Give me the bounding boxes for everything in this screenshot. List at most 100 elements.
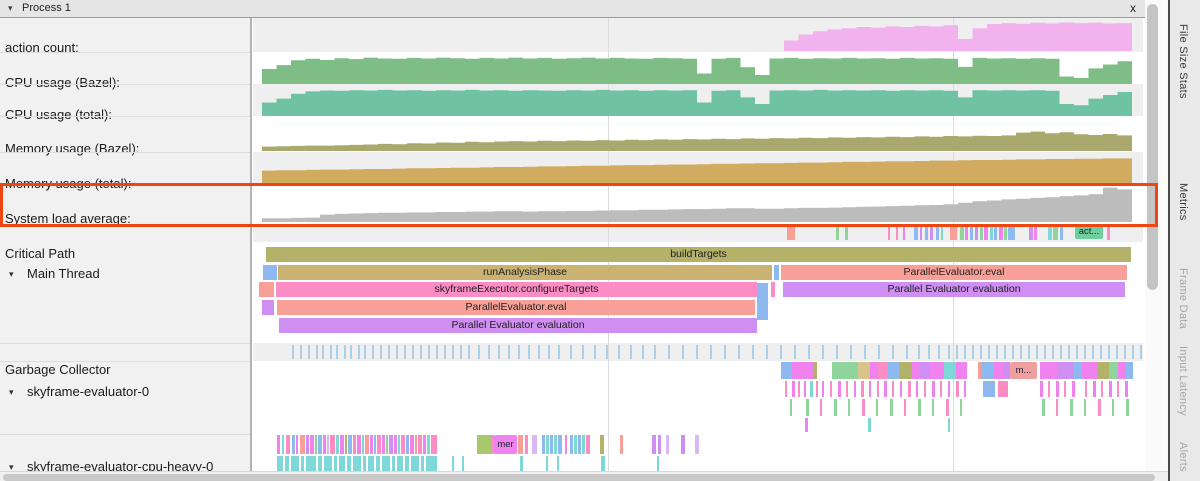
label-skyframe-evaluator-0[interactable]: skyframe-evaluator-0 <box>27 384 150 399</box>
cpu-heavy-event[interactable] <box>370 435 373 454</box>
cpu-heavy-event[interactable] <box>657 456 659 471</box>
gc-event[interactable] <box>372 345 374 359</box>
collapse-arrow-icon[interactable]: ▾ <box>9 462 14 472</box>
sf0-event[interactable] <box>1040 381 1043 397</box>
sf0-event[interactable] <box>813 362 817 379</box>
gc-event[interactable] <box>396 345 398 359</box>
critical-path-event[interactable] <box>845 226 848 240</box>
gc-event[interactable] <box>766 345 768 359</box>
gc-event[interactable] <box>316 345 318 359</box>
sf0-event[interactable] <box>877 381 879 397</box>
critical-path-event[interactable] <box>914 226 918 240</box>
cpu-heavy-event[interactable] <box>277 435 280 454</box>
sf0-event[interactable] <box>806 399 809 416</box>
collapse-arrow-icon[interactable]: ▾ <box>9 269 14 279</box>
cpu-heavy-event[interactable] <box>406 435 409 454</box>
gc-event[interactable] <box>606 345 608 359</box>
sf0-event[interactable] <box>781 362 792 379</box>
sf0-event[interactable] <box>920 362 930 379</box>
trace-span[interactable] <box>774 265 779 280</box>
gc-event[interactable] <box>548 345 550 359</box>
critical-path-event[interactable] <box>1029 226 1033 240</box>
gc-event[interactable] <box>508 345 510 359</box>
gc-event[interactable] <box>780 345 782 359</box>
sf0-event[interactable] <box>1085 381 1087 397</box>
cpu-heavy-event[interactable] <box>546 456 548 471</box>
sf0-event[interactable] <box>858 362 870 379</box>
cpu-heavy-event[interactable] <box>426 456 437 471</box>
sidebar-tab-file-size-stats[interactable]: File Size Stats <box>1177 24 1189 99</box>
cpu-heavy-event[interactable] <box>318 456 322 471</box>
cpu-heavy-event[interactable] <box>601 456 605 471</box>
sf0-event[interactable] <box>964 381 966 397</box>
cpu-heavy-event[interactable] <box>411 456 419 471</box>
cpu-heavy-event[interactable] <box>376 456 380 471</box>
sf0-event[interactable] <box>830 381 832 397</box>
sf0-event[interactable] <box>1101 381 1103 397</box>
cpu-heavy-event[interactable] <box>292 435 295 454</box>
trace-span[interactable]: ParallelEvaluator.eval <box>781 265 1127 280</box>
cpu-heavy-event[interactable] <box>452 456 454 471</box>
gc-event[interactable] <box>864 345 866 359</box>
track-row-bg[interactable] <box>253 343 1143 361</box>
timeline-area[interactable]: act... buildTargets runAnalysisPhase Parall… <box>253 0 1143 471</box>
sf0-event[interactable] <box>981 362 994 379</box>
cpu-heavy-event[interactable] <box>652 435 656 454</box>
gc-event[interactable] <box>906 345 908 359</box>
critical-path-event[interactable] <box>903 226 905 240</box>
gc-event[interactable] <box>330 345 332 359</box>
gc-event[interactable] <box>478 345 480 359</box>
sf0-event[interactable] <box>944 362 956 379</box>
sf0-event[interactable] <box>792 381 795 397</box>
counter-chart-memory-usage-bazel[interactable] <box>253 117 1143 151</box>
sf0-event[interactable] <box>1125 381 1128 397</box>
sf0-event[interactable] <box>810 381 813 397</box>
sf0-event[interactable] <box>1109 362 1118 379</box>
sf0-event[interactable] <box>854 381 856 397</box>
sf0-event[interactable] <box>1056 399 1058 416</box>
sidebar-tab-input-latency[interactable]: Input Latency <box>1177 346 1189 416</box>
gc-event[interactable] <box>498 345 500 359</box>
gc-event[interactable] <box>570 345 572 359</box>
cpu-heavy-event[interactable] <box>586 435 590 454</box>
cpu-heavy-event[interactable] <box>427 435 430 454</box>
cpu-heavy-event[interactable] <box>550 435 553 454</box>
cpu-heavy-event[interactable] <box>518 435 523 454</box>
gc-event[interactable] <box>1068 345 1070 359</box>
sf0-event[interactable] <box>1082 362 1098 379</box>
gc-event[interactable] <box>836 345 838 359</box>
sf0-event[interactable] <box>790 399 792 416</box>
critical-path-event[interactable] <box>999 226 1003 240</box>
sf0-event[interactable] <box>1126 399 1129 416</box>
cpu-heavy-event[interactable] <box>318 435 322 454</box>
trace-span[interactable]: ParallelEvaluator.eval <box>277 300 755 315</box>
gc-event[interactable] <box>558 345 560 359</box>
cpu-heavy-event[interactable] <box>285 456 289 471</box>
gc-event[interactable] <box>1092 345 1094 359</box>
cpu-heavy-event[interactable] <box>389 435 393 454</box>
gc-event[interactable] <box>988 345 990 359</box>
cpu-heavy-event[interactable] <box>296 435 298 454</box>
cpu-heavy-event[interactable] <box>525 435 528 454</box>
sf0-event[interactable] <box>1098 362 1109 379</box>
cpu-heavy-event[interactable] <box>306 456 316 471</box>
cpu-heavy-event[interactable] <box>330 435 335 454</box>
cpu-heavy-event[interactable] <box>415 435 417 454</box>
gc-event[interactable] <box>1084 345 1086 359</box>
cpu-heavy-event[interactable] <box>310 435 314 454</box>
gc-event[interactable] <box>642 345 644 359</box>
gc-event[interactable] <box>308 345 310 359</box>
gc-event[interactable] <box>322 345 324 359</box>
gc-event[interactable] <box>292 345 294 359</box>
cpu-heavy-event[interactable] <box>353 456 361 471</box>
sf0-event[interactable] <box>918 399 921 416</box>
gc-event[interactable] <box>964 345 966 359</box>
sf0-event[interactable] <box>998 381 1008 397</box>
cpu-heavy-event[interactable] <box>324 456 332 471</box>
trace-span[interactable] <box>757 283 768 320</box>
gc-event[interactable] <box>938 345 940 359</box>
cpu-heavy-event[interactable] <box>570 435 573 454</box>
sf0-event[interactable] <box>904 399 906 416</box>
gc-event[interactable] <box>808 345 810 359</box>
critical-path-event[interactable] <box>970 226 973 240</box>
